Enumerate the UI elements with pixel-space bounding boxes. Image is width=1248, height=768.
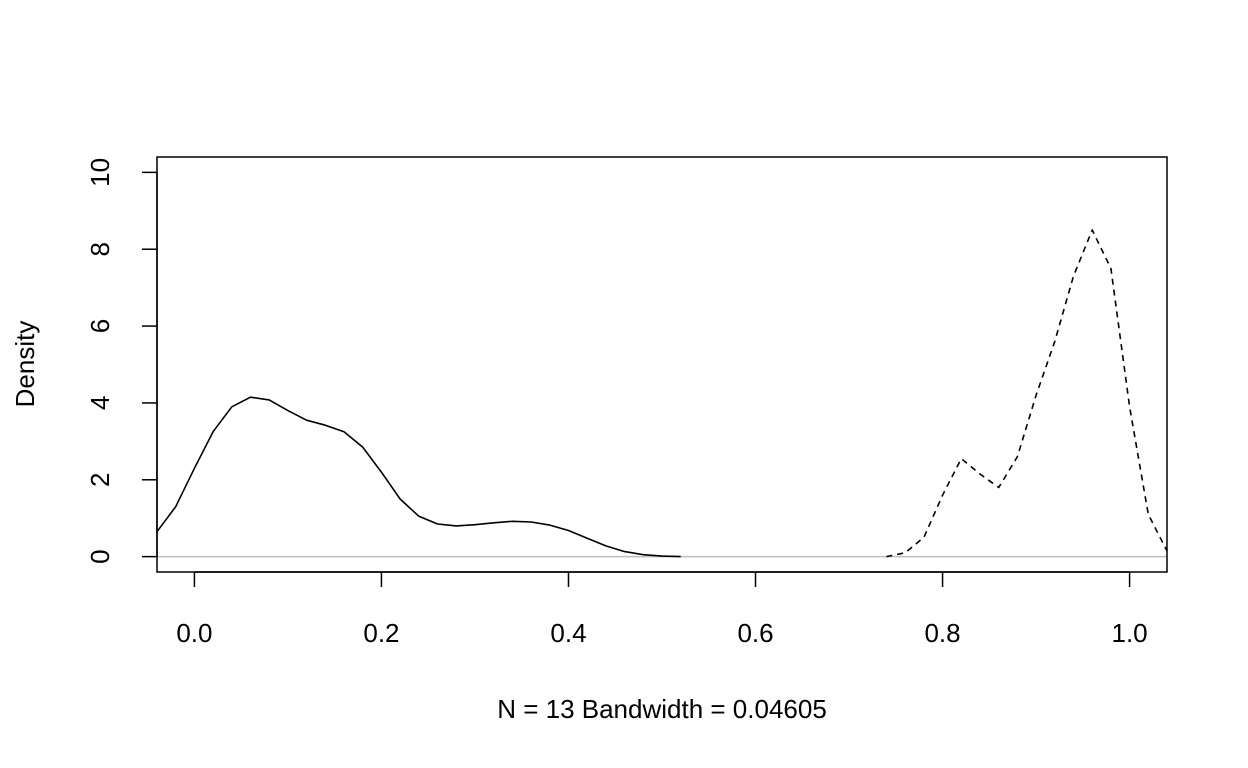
x-tick-label: 1.0 xyxy=(1112,618,1148,648)
y-tick-label: 10 xyxy=(85,158,115,187)
x-tick-label: 0.4 xyxy=(550,618,586,648)
series-layer xyxy=(156,229,1168,558)
density-series-1-line xyxy=(156,396,681,558)
y-tick-label: 6 xyxy=(85,319,115,333)
x-tick-label: 0.6 xyxy=(737,618,773,648)
y-axis-label: Density xyxy=(10,321,40,408)
y-tick-label: 2 xyxy=(85,473,115,487)
x-axis-label: N = 13 Bandwidth = 0.04605 xyxy=(497,694,827,724)
x-tick-label: 0.0 xyxy=(176,618,212,648)
x-tick-label: 0.2 xyxy=(363,618,399,648)
y-tick-label: 4 xyxy=(85,396,115,410)
x-tick-label: 0.8 xyxy=(924,618,960,648)
y-tick-label: 8 xyxy=(85,242,115,256)
y-axis: 0 2 4 6 8 10 xyxy=(85,158,158,564)
x-axis: 0.0 0.2 0.4 0.6 0.8 1.0 xyxy=(176,571,1148,648)
y-tick-label: 0 xyxy=(85,549,115,563)
density-series-2-line xyxy=(886,229,1168,558)
